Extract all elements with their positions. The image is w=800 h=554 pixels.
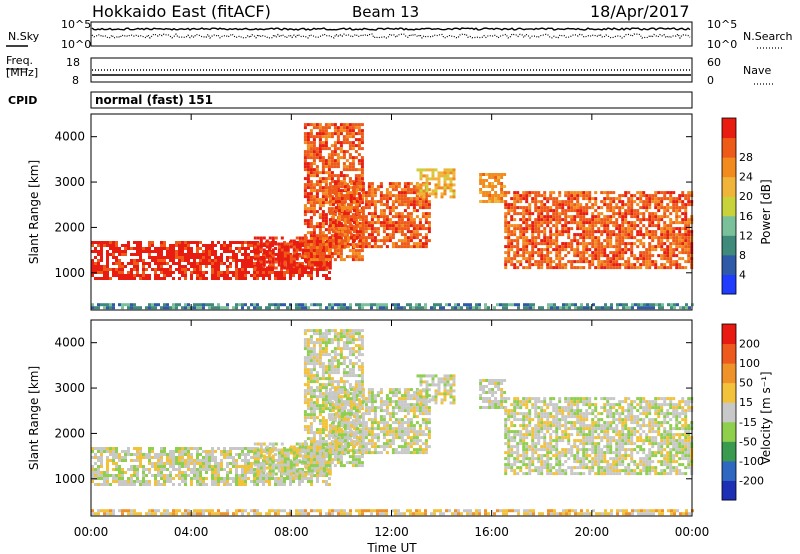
- colorbar-swatch: [722, 196, 736, 217]
- y-tick-label: 1000: [54, 472, 85, 486]
- x-tick-label: 20:00: [575, 525, 610, 539]
- y-tick-label: 2000: [54, 426, 85, 440]
- colorbar-swatch: [722, 254, 736, 275]
- velocity-y-label: Slant Range [km]: [27, 366, 41, 470]
- x-tick-label: 00:00: [74, 525, 109, 539]
- colorbar-swatch: [722, 363, 736, 384]
- date-label: 18/Apr/2017: [590, 2, 690, 21]
- velocity-colorbar-label: Velocity [m s⁻¹]: [759, 371, 773, 464]
- nave-label: Nave: [743, 64, 771, 77]
- power-colorbar: 4 8 12 16 20 24 28: [721, 117, 753, 295]
- search-noise-trace: [91, 33, 691, 40]
- y-tick-label: 1000: [54, 266, 85, 280]
- colorbar-swatch: [722, 324, 736, 345]
- velocity-echo-region: [416, 374, 456, 405]
- colorbar-tick-label: 100: [739, 357, 760, 370]
- colorbar-tick-label: -200: [739, 474, 764, 487]
- nave-tick-bottom: 0: [707, 74, 714, 87]
- colorbar-tick-label: 20: [739, 190, 753, 203]
- time-axis: 00:00 04:00 08:00 12:00 16:00 20:00 00:00: [74, 114, 710, 539]
- y-tick-label: 3000: [54, 175, 85, 189]
- noise-panel: N.Sky 10^5 10^0 10^5 10^0 N.Search: [6, 18, 793, 51]
- velocity-echo-region: [328, 388, 431, 455]
- cpid-label: CPID: [8, 94, 37, 107]
- sky-noise-trace: [91, 27, 691, 31]
- x-tick-label: 00:00: [675, 525, 710, 539]
- station-title: Hokkaido East (fitACF): [92, 2, 271, 21]
- x-tick-label: 16:00: [474, 525, 509, 539]
- colorbar-swatch: [722, 118, 736, 139]
- beam-label: Beam 13: [352, 3, 419, 21]
- colorbar-swatch: [722, 441, 736, 462]
- power-echo-field: [91, 123, 694, 310]
- velocity-echo-region: [91, 509, 694, 516]
- noise-right-label: N.Search: [743, 30, 793, 43]
- x-tick-label: 08:00: [274, 525, 309, 539]
- colorbar-swatch: [722, 421, 736, 442]
- y-tick-label: 4000: [54, 130, 85, 144]
- colorbar-tick-label: 28: [739, 151, 753, 164]
- colorbar-swatch: [722, 402, 736, 423]
- noise-right-tick-top: 10^5: [707, 18, 737, 31]
- velocity-echo-field: [91, 329, 694, 516]
- x-tick-label: 04:00: [174, 525, 209, 539]
- colorbar-tick-label: 4: [739, 268, 746, 281]
- colorbar-tick-label: 200: [739, 338, 760, 351]
- noise-left-label: N.Sky: [8, 30, 40, 43]
- colorbar-tick-label: 15: [739, 396, 753, 409]
- freq-tick-bottom: 8: [72, 74, 79, 87]
- colorbar-swatch: [722, 235, 736, 256]
- colorbar-swatch: [722, 157, 736, 178]
- colorbar-swatch: [722, 460, 736, 481]
- y-tick-label: 3000: [54, 381, 85, 395]
- colorbar-tick-label: 16: [739, 210, 753, 223]
- colorbar-swatch: [722, 343, 736, 364]
- colorbar-swatch: [722, 176, 736, 197]
- power-y-label: Slant Range [km]: [27, 160, 41, 264]
- frequency-panel: Freq. [MHz] 18 8 60 0 Nave: [6, 54, 774, 87]
- freq-label-line2: [MHz]: [6, 66, 38, 79]
- colorbar-tick-label: -50: [739, 435, 757, 448]
- colorbar-tick-label: 8: [739, 249, 746, 262]
- noise-left-tick-bottom: 10^0: [61, 38, 91, 51]
- colorbar-tick-label: -100: [739, 455, 764, 468]
- noise-right-tick-bottom: 10^0: [707, 38, 737, 51]
- colorbar-tick-label: 24: [739, 171, 753, 184]
- freq-label-line1: Freq.: [6, 54, 33, 67]
- x-tick-label: 12:00: [374, 525, 409, 539]
- power-echo-region: [504, 191, 694, 270]
- power-echo-region: [479, 173, 507, 203]
- velocity-colorbar: 200 100 50 15 -15 -50 -100 -200: [721, 323, 764, 501]
- freq-tick-top: 18: [66, 56, 80, 69]
- power-colorbar-label: Power [dB]: [759, 179, 773, 244]
- velocity-y-axis: 1000 2000 3000 4000: [54, 336, 692, 486]
- x-axis-label: Time UT: [366, 541, 417, 554]
- y-tick-label: 2000: [54, 220, 85, 234]
- colorbar-tick-label: -15: [739, 416, 757, 429]
- noise-left-tick-top: 10^5: [61, 18, 91, 31]
- velocity-echo-region: [504, 397, 694, 476]
- colorbar-swatch: [722, 137, 736, 158]
- power-echo-region: [91, 303, 694, 310]
- nave-tick-top: 60: [707, 56, 721, 69]
- power-echo-region: [416, 168, 456, 199]
- colorbar-swatch: [722, 215, 736, 236]
- power-y-axis: 1000 2000 3000 4000: [54, 130, 692, 280]
- power-panel: 1000 2000 3000 4000 Slant Range [km] 4 8 12 16…: [27, 113, 773, 311]
- cpid-panel: CPID normal (fast) 151: [8, 91, 693, 109]
- colorbar-swatch: [722, 274, 736, 295]
- y-tick-label: 4000: [54, 336, 85, 350]
- cpid-value: normal (fast) 151: [95, 93, 213, 107]
- colorbar-swatch: [722, 382, 736, 403]
- colorbar-tick-label: 50: [739, 377, 753, 390]
- velocity-echo-region: [479, 379, 507, 409]
- colorbar-swatch: [722, 480, 736, 501]
- noise-traces: [91, 27, 691, 40]
- velocity-panel: 1000 2000 3000 4000 Slant Range [km] 200 100…: [27, 319, 773, 517]
- colorbar-tick-label: 12: [739, 229, 753, 242]
